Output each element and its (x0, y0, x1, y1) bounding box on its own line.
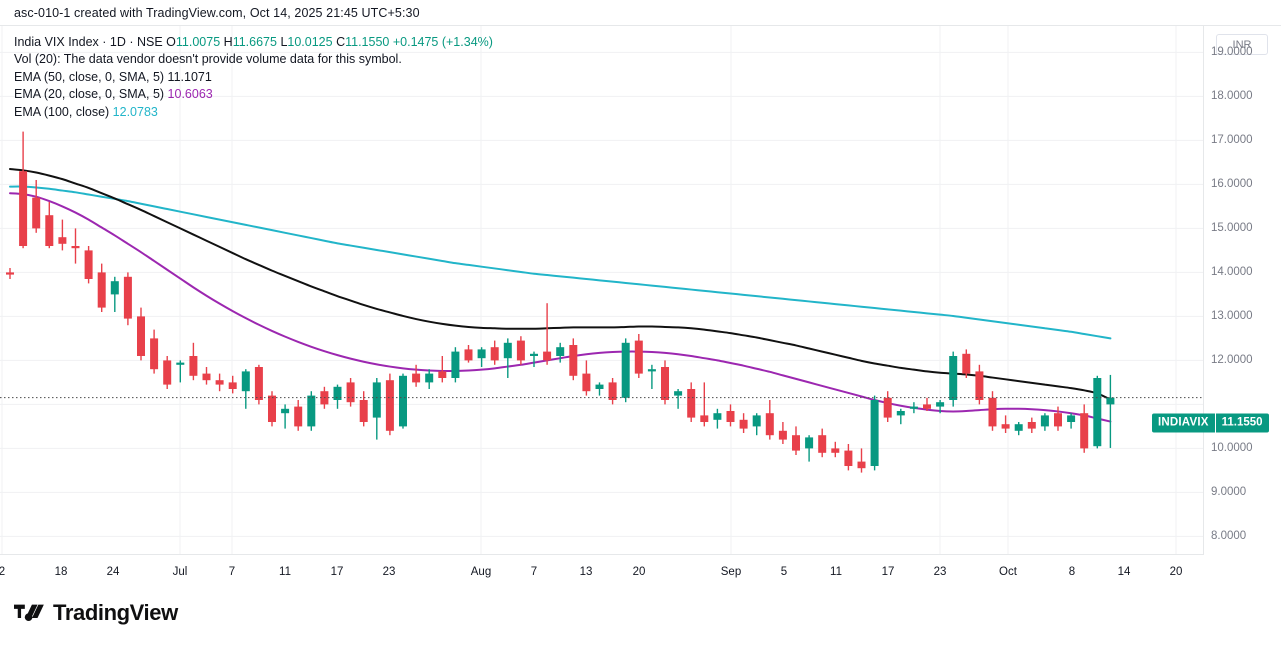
legend-open-label: O (166, 35, 176, 49)
legend-ema100-value: 12.0783 (112, 104, 158, 119)
tradingview-wordmark: TradingView (53, 600, 178, 625)
current-price-badge: INDIAVIX 11.1550 (1152, 413, 1269, 433)
time-tick: 17 (881, 566, 895, 578)
vertical-gridlines (1, 26, 1177, 554)
legend-high-value: 11.6675 (232, 35, 277, 49)
legend-ema100-row: EMA (100, close) 12.0783 (14, 104, 493, 121)
time-tick: 2 (0, 566, 6, 578)
price-tick: 9.0000 (1211, 486, 1247, 499)
time-tick: 11 (279, 566, 291, 578)
price-tick: 19.0000 (1211, 46, 1253, 59)
attribution-text: asc-010-1 created with TradingView.com, … (14, 6, 420, 20)
price-tick: 8.0000 (1211, 530, 1247, 543)
candlestick-series (6, 131, 1115, 473)
price-tick: 14.0000 (1211, 266, 1253, 279)
price-tick: 10.0000 (1211, 442, 1253, 455)
price-tick: 16.0000 (1211, 178, 1253, 191)
price-tick: 15.0000 (1211, 222, 1253, 235)
time-tick: Oct (999, 566, 1017, 578)
legend-low-value: 10.0125 (287, 35, 333, 49)
legend-ema20-value: 10.6063 (167, 87, 213, 102)
time-tick: 24 (106, 566, 120, 578)
legend-ema50-row: EMA (50, close, 0, SMA, 5) 11.1071 (14, 69, 493, 86)
legend-ema100-label: EMA (100, close) (14, 104, 110, 119)
price-tick: 12.0000 (1211, 354, 1253, 367)
price-badge-symbol: INDIAVIX (1152, 413, 1215, 433)
price-tick: 13.0000 (1211, 310, 1253, 323)
legend-ema50-value: 11.1071 (167, 69, 212, 84)
time-tick: Jul (172, 566, 188, 578)
time-tick: 8 (1068, 566, 1076, 578)
chart-canvas (0, 26, 1203, 554)
time-tick: 7 (530, 566, 538, 578)
time-tick: 14 (1117, 566, 1131, 578)
legend-low-label: L (280, 35, 288, 49)
time-tick: 13 (579, 566, 593, 578)
time-tick: 11 (830, 566, 842, 578)
price-axis[interactable]: INR 19.0000 18.0000 17.0000 16.0000 15.0000 1… (1204, 26, 1281, 554)
legend-symbol: India VIX Index · 1D · NSE (14, 35, 163, 49)
tradingview-logo: TradingView (14, 600, 178, 626)
chart-plot-area[interactable]: India VIX Index · 1D · NSE O11.0075 H11.… (0, 26, 1204, 554)
time-tick: 7 (228, 566, 236, 578)
ema-series-group (9, 168, 1112, 423)
time-tick: 18 (54, 566, 68, 578)
legend-ema20-label: EMA (20, close, 0, SMA, 5) (14, 87, 165, 102)
price-tick: 17.0000 (1211, 134, 1253, 147)
chart-legend: India VIX Index · 1D · NSE O11.0075 H11.… (14, 34, 493, 121)
time-tick: 23 (382, 566, 396, 578)
chart-frame: India VIX Index · 1D · NSE O11.0075 H11.… (0, 25, 1281, 585)
price-tick: 18.0000 (1211, 90, 1253, 103)
horizontal-gridlines (0, 51, 1203, 537)
legend-change-value: +0.1475 (+1.34%) (392, 35, 493, 49)
time-tick: 20 (1169, 566, 1183, 578)
time-tick: 23 (933, 566, 947, 578)
time-tick: 5 (780, 566, 788, 578)
time-tick: 20 (632, 566, 646, 578)
time-tick: 17 (330, 566, 344, 578)
tradingview-mark-icon (14, 604, 44, 621)
legend-open-value: 11.0075 (175, 35, 221, 49)
legend-ema50-label: EMA (50, close, 0, SMA, 5) (14, 69, 165, 84)
price-badge-value: 11.1550 (1214, 413, 1269, 433)
legend-symbol-row: India VIX Index · 1D · NSE O11.0075 H11.… (14, 34, 493, 51)
legend-volume-row: Vol (20): The data vendor doesn't provid… (14, 52, 402, 67)
legend-ema20-row: EMA (20, close, 0, SMA, 5) 10.6063 (14, 86, 493, 103)
legend-high-label: H (223, 35, 233, 49)
legend-close-value: 11.1550 (345, 35, 390, 49)
time-tick: Aug (470, 566, 492, 578)
time-tick: Sep (720, 566, 742, 578)
currency-label: INR (1216, 34, 1268, 55)
time-axis[interactable]: 2 18 24 Jul 7 11 17 23 Aug 7 13 20 Sep 5 11 17 23 Oct 8 14 2… (0, 554, 1204, 586)
legend-close-label: C (336, 35, 346, 49)
